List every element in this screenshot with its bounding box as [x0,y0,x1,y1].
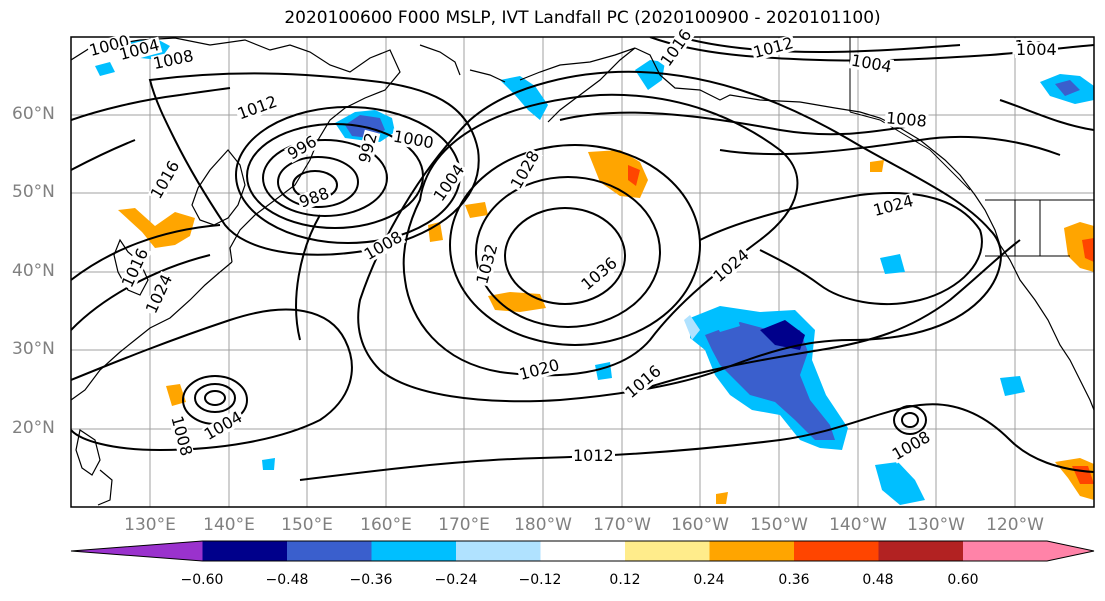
borders [849,37,1094,257]
coastlines [71,37,1094,506]
colorbar-tick-label: −0.12 [518,572,562,588]
lon-label: 160°E [360,515,412,535]
lon-label: 140°W [829,515,887,535]
lat-label: 50°N [12,182,55,202]
lon-label: 130°E [124,515,176,535]
lon-label: 120°W [986,515,1044,535]
gridlines [71,37,1094,507]
colorbar-tick-label: 0.48 [862,572,894,588]
colorbar-tick-label: 0.36 [778,572,810,588]
lon-label: 160°W [671,515,729,535]
lat-label: 40°N [12,261,55,281]
colorbar-segment [540,541,626,561]
colorbar-segment [71,541,203,561]
colorbar-segment [709,541,795,561]
colorbar-tick-label: 0.12 [609,572,641,588]
colorbar-tick-label: 0.24 [693,572,725,588]
colorbar-tick-label: −0.48 [265,572,309,588]
isobar-label: 1004 [1015,40,1058,59]
isobar-label: 1012 [572,446,615,465]
lon-label: 170°W [593,515,651,535]
colorbar-segment [202,541,288,561]
lon-label: 180°W [514,515,572,535]
map-title: 2020100600 F000 MSLP, IVT Landfall PC (2… [284,8,881,28]
positive-ivt-region [588,150,648,198]
lat-label: 60°N [12,104,55,124]
lon-label: 170°E [438,515,490,535]
colorbar-segment [287,541,372,561]
lat-label: 30°N [12,339,55,359]
map-frame [70,36,1095,508]
colorbar-segment [878,541,964,561]
lon-label: 150°W [750,515,808,535]
colorbar-tick-label: −0.24 [434,572,478,588]
colorbar-segment [625,541,710,561]
lon-label: 150°E [281,515,333,535]
lon-label: 130°W [907,515,965,535]
colorbar-segment [963,541,1094,561]
lat-label: 20°N [12,418,55,438]
colorbar-segment [371,541,457,561]
colorbar-segment [794,541,879,561]
colorbar-segment [456,541,541,561]
colorbar-tick-label: −0.60 [180,572,224,588]
colorbar-outline [70,540,1095,562]
colorbar-tick-label: −0.36 [349,572,393,588]
ivt-shading [95,38,1094,505]
lon-label: 140°E [203,515,255,535]
colorbar-tick-label: 0.60 [947,572,979,588]
